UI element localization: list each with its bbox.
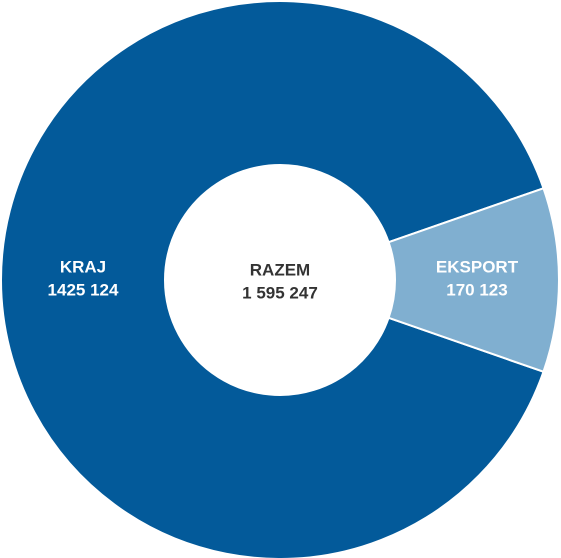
center-value: 1 595 247 [242, 283, 318, 302]
donut-hole [165, 165, 395, 395]
center-label: RAZEM [250, 260, 310, 279]
slice-label: EKSPORT [436, 257, 519, 276]
slice-value: 1425 124 [48, 280, 119, 299]
slice-value: 170 123 [446, 280, 507, 299]
slice-label: KRAJ [60, 257, 106, 276]
